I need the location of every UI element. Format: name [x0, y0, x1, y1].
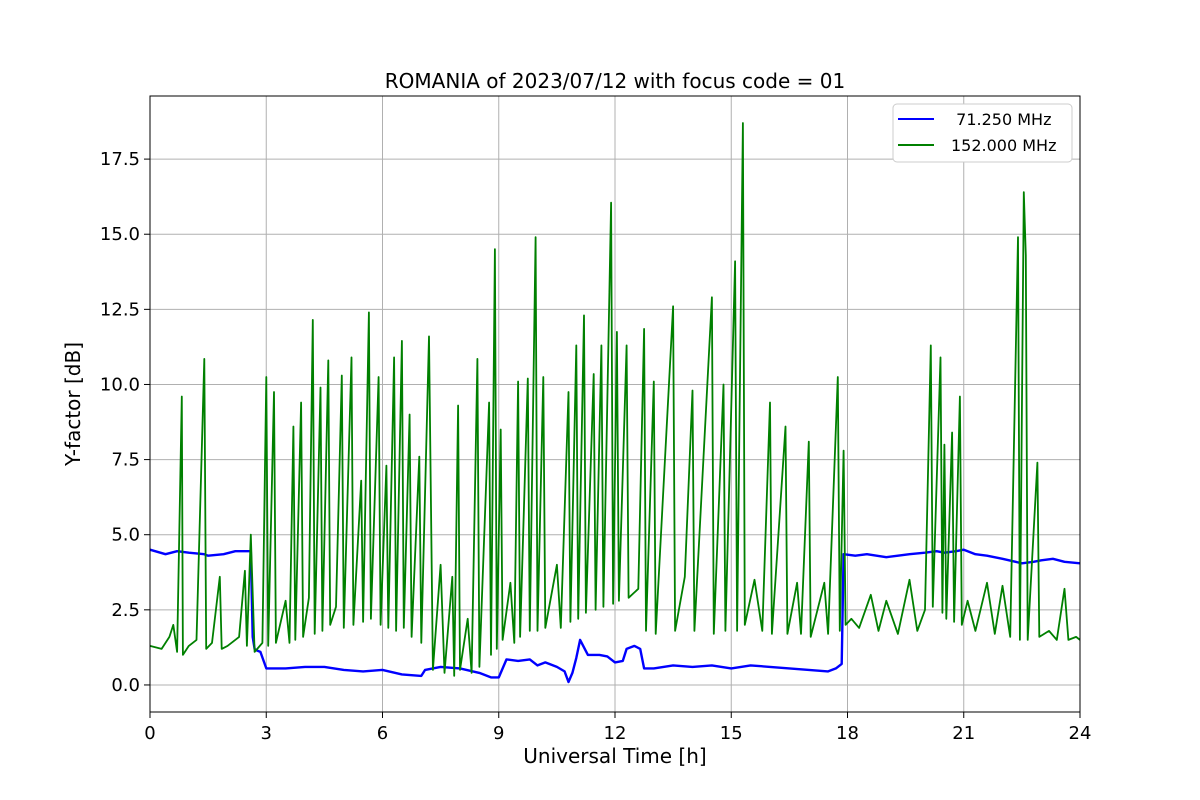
- y-axis-label: Y-factor [dB]: [61, 342, 85, 467]
- plot-lines: [149, 122, 1081, 684]
- y-tick-label: 7.5: [111, 450, 140, 471]
- chart-title: ROMANIA of 2023/07/12 with focus code = …: [385, 69, 845, 93]
- y-axis-ticks: 0.0 2.5 5.0 7.5 10.0 12.5 15.0 17.5: [100, 149, 150, 696]
- legend-label-71mhz: 71.250 MHz: [946, 110, 1051, 129]
- y-tick-label: 12.5: [100, 299, 140, 320]
- y-tick-label: 2.5: [111, 600, 140, 621]
- legend: 71.250 MHz 152.000 MHz: [892, 103, 1073, 163]
- x-tick-label: 18: [836, 723, 859, 744]
- legend-box: [892, 103, 1073, 163]
- y-tick-label: 17.5: [100, 149, 140, 170]
- x-axis-ticks: 0 3 6 9 12 15 18 21 24: [144, 712, 1091, 744]
- x-tick-label: 12: [604, 723, 627, 744]
- y-tick-label: 0.0: [111, 675, 140, 696]
- x-axis-label: Universal Time [h]: [523, 744, 706, 768]
- series-line-71mhz: [149, 548, 1081, 684]
- x-tick-label: 3: [261, 723, 272, 744]
- y-tick-label: 10.0: [100, 374, 140, 395]
- y-tick-label: 5.0: [111, 525, 140, 546]
- series-line-152mhz: [149, 122, 1081, 677]
- x-tick-label: 6: [377, 723, 388, 744]
- x-tick-label: 21: [952, 723, 975, 744]
- x-tick-label: 9: [493, 723, 504, 744]
- y-tick-label: 15.0: [100, 224, 140, 245]
- x-tick-label: 24: [1069, 723, 1092, 744]
- x-tick-label: 15: [720, 723, 743, 744]
- x-tick-label: 0: [144, 723, 155, 744]
- legend-label-152mhz: 152.000 MHz: [951, 136, 1056, 155]
